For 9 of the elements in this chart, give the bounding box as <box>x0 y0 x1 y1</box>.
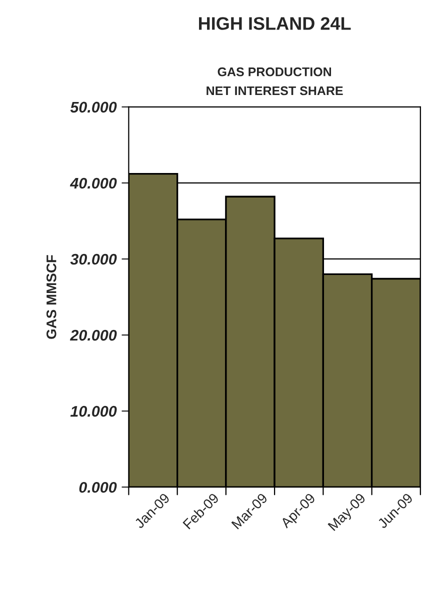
y-tick-label: 40.000 <box>70 178 117 189</box>
y-tick-label: 30.000 <box>70 254 117 265</box>
chart-subtitle: GAS PRODUCTION NET INTEREST SHARE <box>206 67 343 96</box>
chart-title: HIGH ISLAND 24L <box>199 17 351 30</box>
y-axis-title: GAS MMSCF <box>46 255 56 339</box>
y-tick-label: 0.000 <box>79 482 117 493</box>
y-tick-label: 10.000 <box>70 406 117 417</box>
y-tick-label: 20.000 <box>70 330 117 341</box>
y-tick-label: 50.000 <box>70 102 117 113</box>
